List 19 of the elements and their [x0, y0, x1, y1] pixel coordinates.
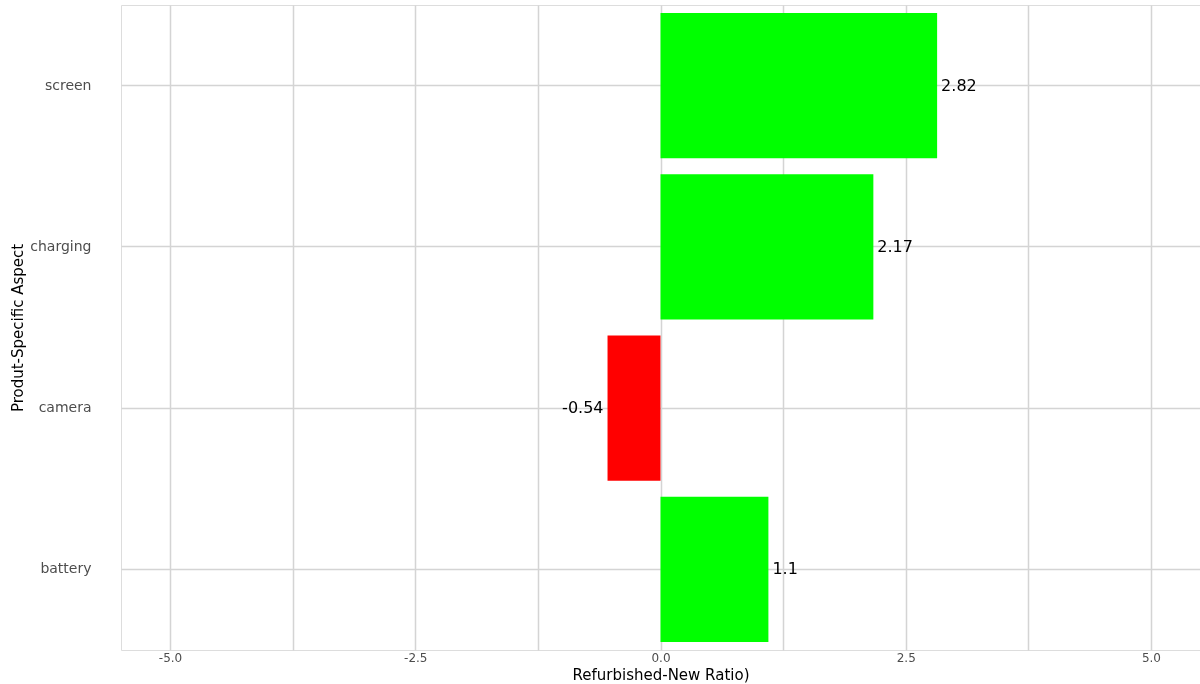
bar: [660, 174, 874, 320]
data-label: 2.17: [877, 236, 913, 256]
x-tick-label: 2.5: [896, 650, 916, 665]
x-axis-title: Refurbished-New Ratio): [572, 665, 750, 684]
bar: [607, 335, 661, 481]
y-tick-label: screen: [44, 76, 92, 93]
bar: [660, 496, 769, 642]
x-tick-label: -2.5: [404, 650, 428, 665]
y-axis-title: Produt-Specific Aspect: [9, 243, 28, 413]
data-label: 2.82: [941, 75, 977, 95]
x-tick-label: 5.0: [1141, 650, 1161, 665]
y-tick-label: battery: [40, 560, 92, 577]
data-label: -0.54: [562, 398, 604, 418]
bar: [660, 13, 938, 159]
y-tick-label: camera: [38, 399, 92, 416]
x-tick-label: 0.0: [651, 650, 671, 665]
data-label: 1.1: [772, 559, 798, 579]
y-tick-label: charging: [30, 237, 92, 254]
x-tick-label: -5.0: [158, 650, 183, 665]
